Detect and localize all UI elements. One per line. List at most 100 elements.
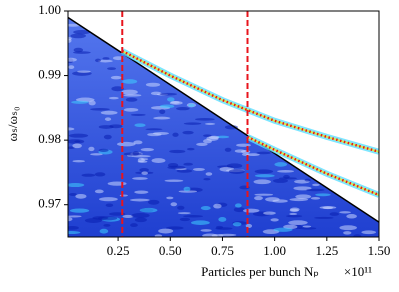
spectrum-speckle [224, 147, 232, 152]
spectrum-speckle [339, 225, 357, 231]
spectrum-speckle [177, 205, 185, 210]
spectrum-speckle [346, 214, 357, 219]
spectrum-speckle [90, 107, 110, 111]
spectrum-speckle [233, 207, 245, 213]
spectrum-speckle [73, 47, 84, 53]
spectrum-speckle [177, 212, 191, 215]
spectrum-speckle [304, 178, 311, 182]
spectrum-speckle [68, 36, 72, 41]
spectrum-speckle [97, 59, 113, 63]
spectrum-speckle [107, 181, 127, 186]
spectrum-speckle [68, 183, 85, 188]
spectrum-speckle [254, 193, 274, 196]
spectrum-speckle [170, 100, 180, 104]
spectrum-speckle [254, 174, 275, 178]
x-tick-label: 0.50 [159, 243, 182, 258]
spectrum-speckle [154, 234, 163, 237]
spectrum-speckle [98, 148, 109, 152]
y-tick-label: 0.97 [38, 196, 61, 211]
spectrum-speckle [242, 208, 260, 213]
spectrum-speckle [234, 149, 246, 153]
spectrum-speckle [167, 97, 175, 102]
spectrum-speckle [88, 146, 95, 152]
spectrum-speckle [178, 190, 198, 193]
spectrum-speckle [68, 231, 81, 235]
spectrum-speckle [213, 203, 222, 209]
spectrum-speckle [140, 158, 149, 161]
spectrum-speckle [110, 75, 122, 80]
spectrum-speckle [88, 100, 96, 106]
spectrum-speckle [167, 165, 186, 170]
spectrum-speckle [339, 211, 351, 214]
spectrum-speckle [72, 160, 85, 163]
spectrum-speckle [176, 169, 193, 173]
spectrum-speckle [105, 203, 114, 208]
spectrum-speckle [69, 208, 90, 213]
spectrum-speckle [70, 33, 86, 39]
spectrum-speckle [361, 230, 377, 235]
spectrum-speckle [183, 122, 202, 125]
x-tick-label: 0.75 [211, 243, 234, 258]
spectrum-speckle [90, 153, 103, 156]
mode-line [121, 49, 379, 153]
spectrum-speckle [159, 104, 175, 109]
spectrum-speckle [132, 177, 148, 180]
boundary-line [68, 16, 379, 223]
spectrum-speckle [169, 149, 186, 154]
spectrum-speckle [256, 151, 271, 155]
spectrum-speckle [74, 140, 81, 143]
spectrum-speckle [100, 110, 118, 115]
spectrum-speckle [68, 225, 79, 230]
mode-core [247, 136, 379, 196]
spectrum-speckle [123, 94, 142, 97]
spectrum-speckle [159, 92, 178, 96]
x-offset-label: ×10¹¹ [344, 264, 372, 279]
spectrum-speckle [68, 133, 89, 138]
spectrum-speckle [122, 214, 134, 218]
spectrum-speckle [191, 220, 210, 225]
spectrum-speckle [68, 127, 75, 131]
spectrum-speckle [73, 51, 91, 54]
spectrum-speckle [254, 196, 263, 201]
spectrum-speckle [322, 206, 334, 210]
spectrum-speckle [134, 123, 146, 128]
spectrum-speckle [263, 211, 276, 215]
spectrum-speckle [224, 125, 238, 130]
spectrum-speckle [226, 163, 243, 169]
spectrum-speckle [137, 160, 148, 163]
spectrum-speckle [81, 173, 96, 177]
spectrum-speckle [273, 178, 288, 183]
spectrum-speckle [205, 172, 213, 176]
spectrum-speckle [195, 118, 215, 121]
spectrum-speckle [234, 203, 242, 208]
spectrum-speckle [228, 169, 245, 174]
y-tick-label: 0.99 [38, 67, 61, 82]
spectrum-speckle [123, 152, 143, 156]
spectrum-speckle [286, 214, 303, 218]
spectrum-speckle [68, 215, 82, 218]
spectrum-speckle [236, 143, 251, 147]
plot-frame [67, 10, 380, 238]
spectrum-speckle [254, 169, 274, 174]
x-tick-label: 1.50 [368, 243, 391, 258]
spectrum-speckle [306, 188, 325, 192]
spectrum-speckle [343, 231, 352, 235]
spectrum-speckle [200, 229, 212, 232]
spectrum-speckle [182, 130, 194, 135]
spectrum-speckle [186, 147, 195, 151]
spectrum-speckle [147, 199, 160, 205]
spectrum-speckle [119, 194, 128, 197]
spectrum-speckle [196, 142, 208, 147]
spectrum-speckle [151, 158, 166, 163]
spectrum-speckle [111, 86, 124, 92]
spectrum-speckle [145, 128, 163, 131]
spectrum-speckle [293, 186, 312, 191]
spectrum-speckle [139, 168, 149, 172]
spectrum-speckle [68, 65, 75, 70]
spectrum-speckle [108, 96, 119, 100]
spectrum-speckle [183, 214, 204, 218]
spectrum-speckle [159, 109, 166, 115]
spectrum-speckle [245, 223, 253, 229]
spectrum-speckle [77, 70, 91, 73]
spectrum-speckle [145, 82, 161, 87]
